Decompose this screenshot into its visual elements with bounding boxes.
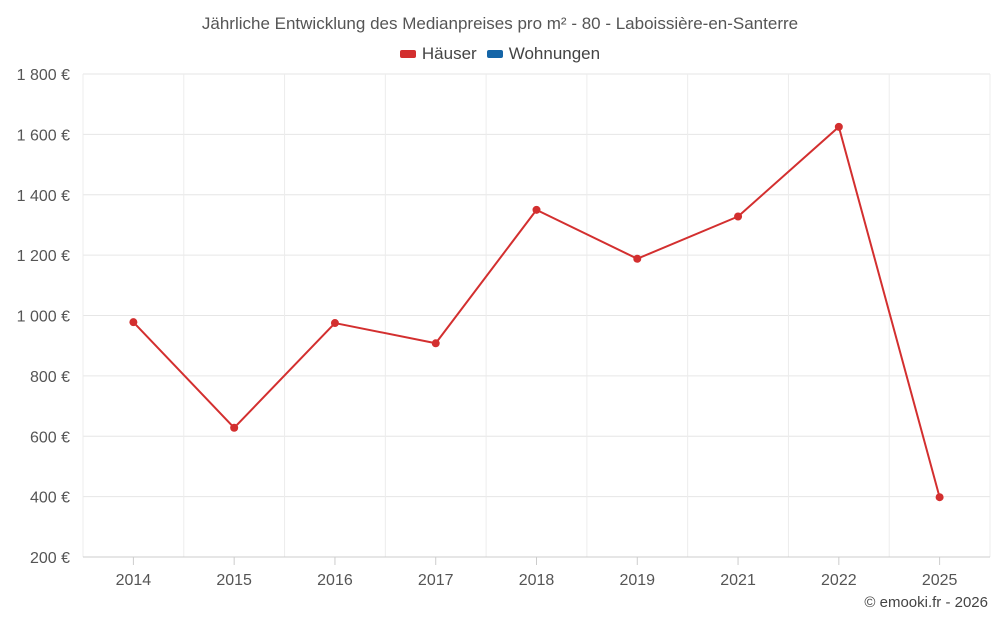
y-tick-label: 200 €	[30, 550, 70, 567]
x-tick-label: 2021	[720, 572, 756, 589]
chart-title: Jährliche Entwicklung des Medianpreises …	[201, 14, 799, 33]
data-point	[230, 423, 239, 432]
x-tick-label: 2022	[821, 572, 857, 589]
x-tick-label: 2018	[519, 572, 555, 589]
data-point	[834, 122, 843, 131]
data-point	[633, 254, 642, 263]
x-tick-label: 2025	[922, 572, 958, 589]
legend-item-apartments[interactable]: Wohnungen	[486, 44, 601, 64]
legend-swatch-apartments	[486, 50, 503, 58]
y-tick-label: 1 600 €	[17, 127, 70, 144]
legend-label-houses: Häuser	[421, 44, 477, 63]
data-point	[129, 318, 138, 327]
y-tick-label: 1 400 €	[17, 188, 70, 205]
y-tick-label: 1 000 €	[17, 309, 70, 326]
x-tick-label: 2017	[418, 572, 454, 589]
y-tick-label: 1 200 €	[17, 248, 70, 265]
legend: Häuser Wohnungen	[0, 44, 1000, 64]
y-tick-label: 600 €	[30, 429, 70, 446]
x-tick-label: 2019	[619, 572, 655, 589]
x-tick-label: 2016	[317, 572, 353, 589]
legend-item-houses[interactable]: Häuser	[399, 44, 477, 64]
credit-text: © emooki.fr - 2026	[864, 594, 988, 611]
y-tick-label: 800 €	[30, 369, 70, 386]
series-line-0	[132, 125, 941, 498]
data-point	[532, 205, 541, 214]
x-tick-label: 2014	[116, 572, 152, 589]
y-tick-label: 400 €	[30, 490, 70, 507]
data-point	[330, 319, 339, 328]
x-tick-label: 2015	[216, 572, 252, 589]
data-point	[935, 493, 944, 502]
legend-label-apartments: Wohnungen	[508, 44, 601, 63]
data-point	[431, 339, 440, 348]
y-tick-label: 1 800 €	[17, 67, 70, 84]
data-point	[734, 212, 743, 221]
legend-swatch-houses	[399, 50, 416, 58]
